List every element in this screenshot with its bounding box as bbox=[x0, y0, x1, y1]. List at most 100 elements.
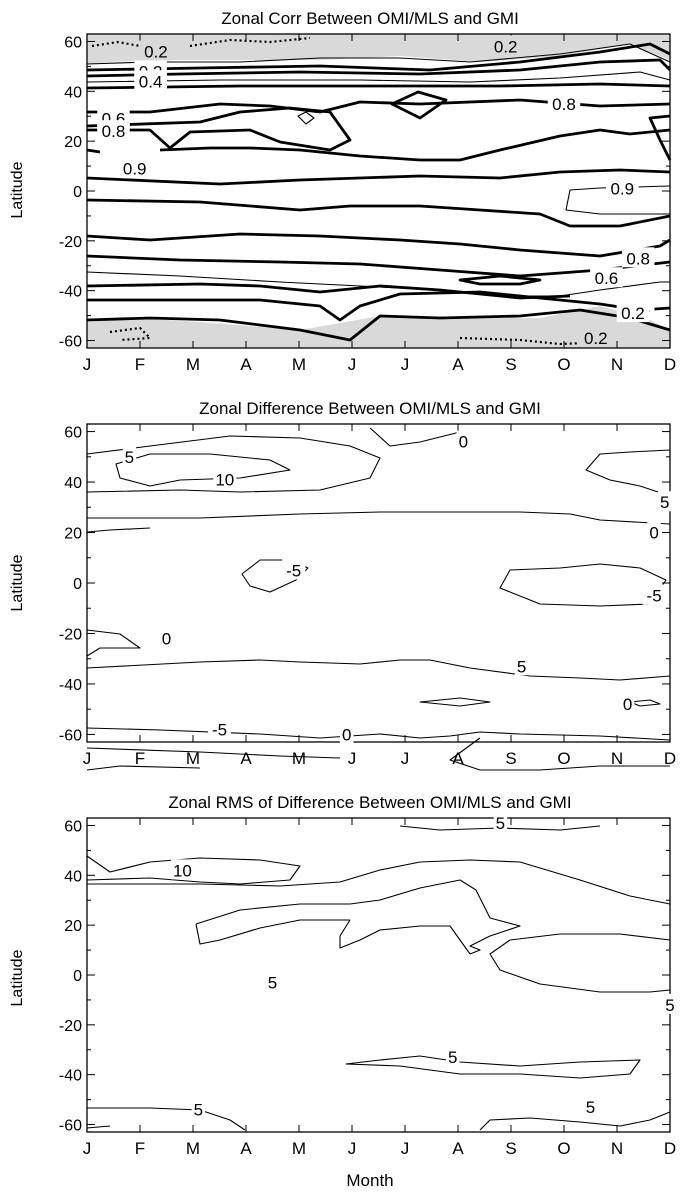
contour-label-bg bbox=[493, 811, 508, 832]
panel-2: Zonal Difference Between OMI/MLS and GMI… bbox=[9, 399, 676, 771]
contour-label: 10 bbox=[215, 471, 234, 490]
panel-1-labels: 0.20.20.20.40.80.60.80.90.90.80.60.40.20… bbox=[97, 35, 655, 348]
panel-3-xtick-label: A bbox=[452, 1139, 464, 1158]
panel-2-ytick-label: -60 bbox=[59, 727, 82, 744]
panel-3-xtick-label: D bbox=[664, 1139, 676, 1158]
panel-2-title: Zonal Difference Between OMI/MLS and GMI bbox=[199, 399, 541, 418]
panel-3-ytick-label: -20 bbox=[59, 1018, 82, 1035]
panel-1-xtick-label: M bbox=[186, 355, 200, 374]
contour-label: 0.8 bbox=[626, 249, 650, 268]
contour-label: 5 bbox=[660, 493, 669, 512]
contour-label-bg bbox=[642, 584, 666, 605]
panel-3-ytick-label: -60 bbox=[59, 1118, 82, 1135]
contour-label-bg bbox=[118, 157, 151, 178]
contour-label: -5 bbox=[647, 587, 662, 606]
contour-label-bg bbox=[213, 468, 237, 489]
contour-label: 0 bbox=[459, 433, 468, 452]
contour-label: 0.9 bbox=[123, 160, 147, 179]
panel-2-xtick-label: D bbox=[664, 749, 676, 768]
panel-2-xtick-label: A bbox=[240, 749, 252, 768]
contour-label: 5 bbox=[665, 996, 674, 1015]
contour-label-bg bbox=[170, 859, 194, 880]
panel-3-xtick-label: J bbox=[348, 1139, 357, 1158]
panel-3-xtick-label: J bbox=[401, 1139, 410, 1158]
panel-1-ytick-label: -20 bbox=[59, 234, 82, 251]
contour-label-bg bbox=[590, 267, 623, 288]
contour-label: 5 bbox=[496, 814, 505, 833]
panel-1-ytick-label: -60 bbox=[59, 334, 82, 351]
panel-1-shade-south bbox=[87, 306, 670, 348]
panel-1-ticks: J F M A M J J A S O N D 60 40 20 0 -20 -40 -60 bbox=[59, 34, 676, 374]
panel-2-xtick-label: N bbox=[611, 749, 623, 768]
panel-1-contours bbox=[86, 36, 672, 346]
contour-label: 0.2 bbox=[584, 329, 608, 348]
panel-3-xtick-label: J bbox=[83, 1139, 92, 1158]
panel-2-ytick-label: 40 bbox=[64, 475, 82, 492]
panel-2-xtick-label: M bbox=[186, 749, 200, 768]
contour-label: 0.2 bbox=[494, 37, 518, 56]
panel-3-xtick-label: A bbox=[240, 1139, 252, 1158]
contour-label: 5 bbox=[125, 448, 134, 467]
panel-1-xtick-label: O bbox=[557, 355, 570, 374]
panel-3-ylabel: Latitude bbox=[9, 949, 26, 1006]
panel-3-xtick-label: N bbox=[611, 1139, 623, 1158]
panel-1-ytick-label: 20 bbox=[64, 134, 82, 151]
contour-label: 5 bbox=[268, 973, 277, 992]
panel-1-xtick-label: D bbox=[664, 355, 676, 374]
contour-label: -5 bbox=[286, 561, 301, 580]
contour-label-bg bbox=[265, 971, 280, 992]
panel-1-xtick-label: M bbox=[292, 355, 306, 374]
panel-3-title: Zonal RMS of Difference Between OMI/MLS … bbox=[168, 793, 571, 812]
panel-1: Zonal Corr Between OMI/MLS and GMI Latit… bbox=[9, 9, 676, 374]
panel-2-xtick-label: F bbox=[135, 749, 145, 768]
panel-3-ticks: J F M A M J J A S O N D 60 40 20 0 -20 -40 -60 bbox=[59, 818, 676, 1158]
panel-2-ylabel: Latitude bbox=[9, 554, 26, 611]
contour-label: 5 bbox=[586, 1098, 595, 1117]
panel-1-xtick-label: N bbox=[611, 355, 623, 374]
contour-label-bg bbox=[663, 993, 677, 1014]
panel-3-ytick-label: 60 bbox=[64, 818, 82, 835]
contour-label: 0.2 bbox=[144, 42, 168, 61]
contour-label-bg bbox=[122, 445, 137, 466]
contour-label: 5 bbox=[517, 657, 526, 676]
contour-label-bg bbox=[97, 120, 130, 141]
contour-label-bg bbox=[159, 627, 174, 648]
panel-2-xtick-label: J bbox=[401, 749, 410, 768]
panel-1-ytick-label: 40 bbox=[64, 84, 82, 101]
panel-1-ylabel: Latitude bbox=[9, 161, 26, 218]
panel-1-xtick-label: J bbox=[348, 355, 357, 374]
contour-label: 0 bbox=[649, 524, 658, 543]
panel-2-ytick-label: 0 bbox=[73, 576, 82, 593]
panel-2-ytick-label: -20 bbox=[59, 626, 82, 643]
panel-2-xtick-label: J bbox=[348, 749, 357, 768]
panel-1-xtick-label: A bbox=[452, 355, 464, 374]
panel-2-contours bbox=[86, 427, 671, 771]
contour-label: 0.8 bbox=[552, 95, 576, 114]
contour-label-bg bbox=[445, 1046, 460, 1067]
contour-label-bg bbox=[616, 302, 650, 323]
contour-label: -5 bbox=[212, 720, 227, 739]
panel-3: Zonal RMS of Difference Between OMI/MLS … bbox=[9, 793, 677, 1190]
contour-label-bg bbox=[647, 521, 661, 542]
panel-2-xtick-label: M bbox=[292, 749, 306, 768]
contour-label: 0.6 bbox=[595, 269, 619, 288]
contour-label-bg bbox=[191, 1098, 206, 1119]
contour-label: 0.2 bbox=[621, 304, 645, 323]
panel-3-contours bbox=[86, 825, 671, 1131]
contour-label: 0 bbox=[342, 725, 351, 744]
contour-label-bg bbox=[134, 70, 167, 91]
panel-2-xtick-label: A bbox=[452, 749, 464, 768]
panel-1-ytick-label: 60 bbox=[64, 34, 82, 51]
panel-1-xtick-label: F bbox=[135, 355, 145, 374]
panel-1-xtick-label: J bbox=[83, 355, 92, 374]
panel-3-xtick-label: M bbox=[186, 1139, 200, 1158]
panel-2-xtick-label: J bbox=[83, 749, 92, 768]
contour-label: 10 bbox=[173, 861, 192, 880]
panel-3-xlabel: Month bbox=[346, 1171, 393, 1190]
contour-label-bg bbox=[583, 1096, 598, 1117]
panel-3-ytick-label: 40 bbox=[64, 868, 82, 885]
contour-label-bg bbox=[139, 40, 173, 61]
contour-label-bg bbox=[606, 177, 639, 198]
